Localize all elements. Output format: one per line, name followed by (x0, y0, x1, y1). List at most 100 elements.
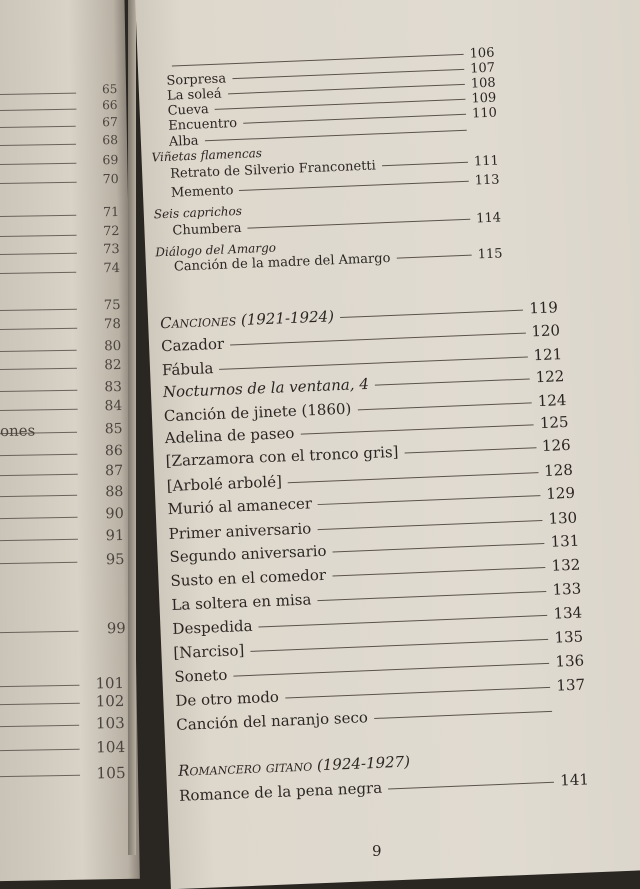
entry-page-number: 109 (471, 90, 497, 107)
leader-line (0, 702, 80, 706)
entry-title: Cueva (167, 102, 210, 119)
leader-line (0, 561, 78, 565)
left-page-number: 70 (102, 170, 119, 187)
entry-title: Canción de jinete (1860) (163, 399, 352, 426)
entry-page-number: 132 (551, 555, 581, 575)
left-page-number: 73 (103, 241, 120, 258)
entry-page-number (410, 765, 438, 766)
entry-page-number: 122 (535, 367, 565, 387)
entry-title: Romancero gitano (1924-1927) (177, 752, 411, 780)
leader-line (0, 214, 77, 218)
leader-line (300, 424, 534, 435)
left-page-number: 65 (101, 81, 118, 97)
entry-title: [Arbolé arbolé] (166, 472, 283, 496)
leader-line (332, 566, 546, 577)
entry-page-number (276, 250, 304, 251)
leader-line (317, 590, 547, 602)
leader-line (0, 181, 77, 185)
leader-line (0, 724, 80, 728)
leader-line (396, 254, 472, 259)
leader-line (374, 378, 530, 386)
leader-line (250, 638, 549, 652)
entry-title: Cazador (160, 334, 225, 356)
entry-page-number: 107 (469, 60, 496, 77)
leader-line (0, 143, 77, 147)
entry-title: Chumbera (172, 220, 242, 239)
entry-title: De otro modo (175, 687, 280, 710)
left-page-number: 74 (103, 260, 121, 277)
entry-page-number: 114 (475, 210, 502, 227)
entry-title: Primer aniversario (168, 519, 312, 544)
entry-page-number: 111 (473, 153, 500, 170)
leader-line (0, 748, 80, 752)
leader-line (0, 308, 77, 312)
leader-line (247, 218, 471, 229)
right-page: 106 Sorpresa 107 La soleá 108 Cueva 109 Encuent… (134, 0, 640, 889)
entry-page-number: 129 (545, 483, 576, 503)
page-folio: 9 (372, 842, 382, 860)
left-page-number: 85 (104, 420, 123, 438)
left-page-fragment: ones (0, 421, 36, 441)
entry-title: Nocturnos de la ventana, 4 (162, 374, 370, 402)
leader-line (233, 662, 550, 677)
entry-title: Despedida (172, 616, 253, 638)
left-page-number: 83 (104, 378, 122, 396)
leader-line (0, 327, 77, 331)
leader-line (0, 108, 77, 112)
leader-line (357, 402, 532, 411)
leader-line (373, 710, 553, 719)
left-page-number: 82 (104, 356, 122, 374)
left-page-number: 105 (96, 763, 126, 783)
entry-page-number (558, 713, 586, 714)
entry-title: Murió al amanecer (167, 494, 313, 519)
left-page-number: 104 (95, 737, 126, 757)
entry-title: Canción del naranjo seco (175, 708, 369, 734)
entry-page-number (242, 214, 270, 215)
leader-line (284, 686, 551, 699)
leader-line (0, 684, 80, 688)
left-page-number: 91 (105, 527, 125, 545)
leader-line (239, 180, 469, 191)
left-page-number: 86 (104, 442, 123, 460)
left-page-number: 72 (103, 223, 120, 240)
leader-line (332, 542, 545, 553)
leader-line (317, 495, 541, 506)
entry-page-number: 130 (548, 508, 578, 528)
entry-page-number: 106 (469, 45, 495, 62)
left-page-number: 66 (102, 97, 118, 113)
leader-line (0, 252, 77, 256)
leader-line (339, 309, 524, 319)
leader-line (404, 447, 537, 454)
leader-line (0, 271, 77, 275)
left-page-number: 87 (104, 462, 124, 480)
left-page-number: 69 (102, 151, 119, 168)
entry-title: [Narciso] (173, 641, 245, 662)
left-page-number: 75 (103, 297, 121, 314)
entry-page-number: 141 (559, 770, 590, 790)
leader-line (0, 538, 78, 542)
leader-line (0, 453, 78, 457)
entry-page-number: 134 (553, 603, 583, 623)
left-page-number: 78 (103, 316, 122, 333)
left-page-number: 95 (105, 550, 125, 569)
leader-line (381, 161, 469, 167)
left-page-number: 103 (95, 713, 125, 733)
entry-title: Romance de la pena negra (178, 778, 383, 805)
left-page-number: 67 (102, 114, 118, 130)
left-page-number: 88 (105, 483, 124, 501)
left-page-number: 90 (105, 505, 124, 523)
left-page-number: 68 (102, 132, 119, 148)
leader-line (258, 614, 548, 628)
leader-line (0, 349, 78, 353)
leader-line (0, 125, 77, 129)
entry-title: Encuentro (167, 115, 238, 134)
left-page-number: 71 (102, 203, 120, 220)
leader-line (0, 630, 79, 634)
entry-title: Viñetas flamencas (151, 146, 263, 165)
leader-line (230, 332, 526, 346)
entry-page-number: 124 (537, 391, 567, 411)
leader-line (0, 92, 77, 96)
entry-title: Segundo aniversario (169, 541, 327, 567)
entry-title: Canciones (1921-1924) (159, 307, 335, 333)
left-page: 65 66 67 68 69 70 71 72 73 74 75 78 80 82 83 84 85 86 87 88… (0, 0, 140, 882)
